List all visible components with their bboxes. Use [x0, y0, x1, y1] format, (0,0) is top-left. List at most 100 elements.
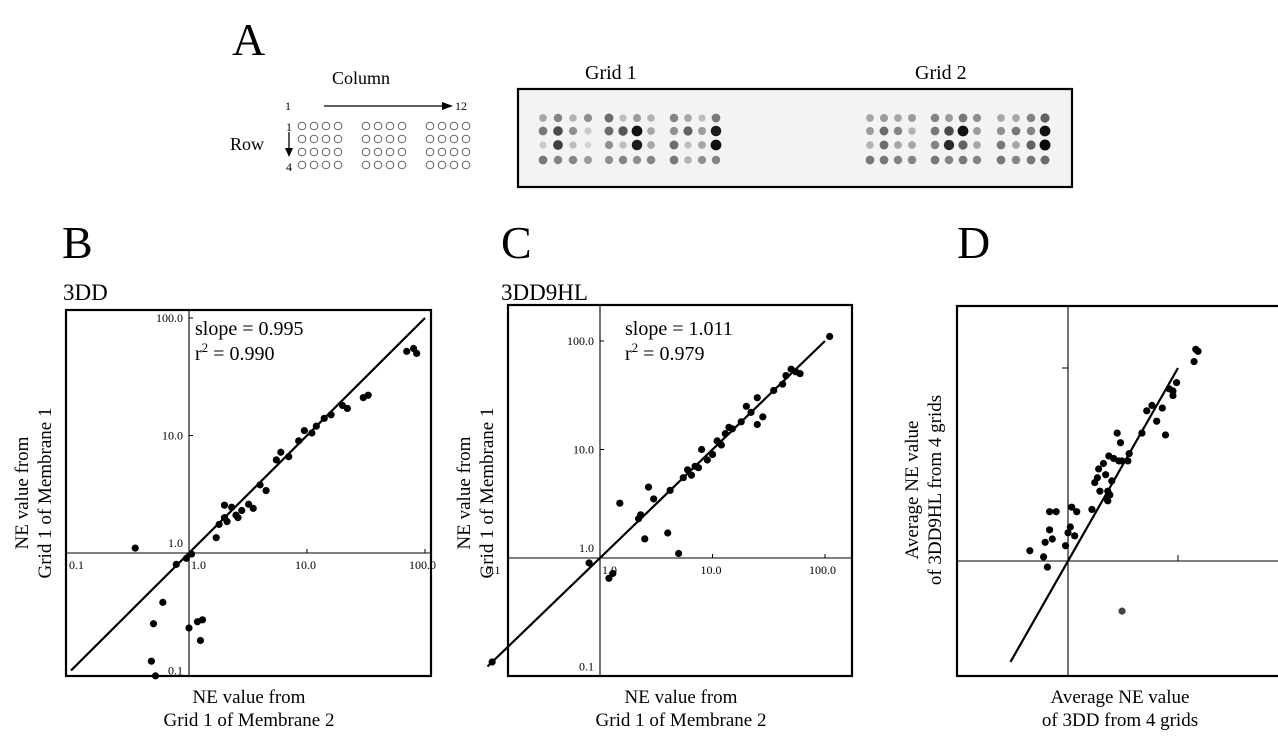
grid1-spot	[619, 114, 627, 122]
schematic-spot	[373, 134, 383, 144]
grid2-spot	[1039, 139, 1051, 151]
panel-d-xlabel-line1: Average NE value	[1051, 687, 1190, 708]
panel-c: C 3DD9HL slope = 1.011 r2 = 0.979 0.1 1.0…	[454, 217, 854, 731]
schematic-spot	[321, 121, 331, 131]
panel-b-fit-line	[70, 317, 426, 672]
grid1-spot	[553, 126, 563, 136]
grid2-spot	[972, 113, 982, 123]
grid2-spot	[866, 141, 874, 149]
grid2-spot	[879, 155, 889, 165]
panel-c-data-point	[708, 450, 717, 459]
grid2-spot	[957, 125, 969, 137]
panel-c-data-point	[616, 499, 624, 507]
panel-label-b: B	[62, 217, 93, 268]
panel-c-data-point	[694, 464, 703, 472]
panel-b-data-point	[245, 500, 253, 508]
schematic-grid	[297, 121, 471, 170]
schematic-spot	[449, 147, 459, 157]
schematic-spot	[309, 147, 319, 157]
grid2-spot	[1040, 155, 1050, 165]
grid2-spot	[972, 155, 982, 165]
panel-c-data-point	[759, 413, 767, 421]
panel-c-data-point	[737, 418, 745, 426]
panel-c-x-tick-label: 100.0	[809, 563, 836, 577]
grid2-spot	[996, 140, 1006, 150]
schematic-spot	[425, 160, 435, 170]
panel-c-data-point	[641, 535, 649, 543]
column-arrow-head	[442, 102, 453, 110]
schematic-spot	[449, 134, 459, 144]
grid2-spot	[944, 113, 954, 123]
panel-b-data-point	[277, 448, 285, 456]
grid2-spot	[973, 141, 981, 149]
schematic-spot	[397, 160, 407, 170]
grid2-spot	[893, 155, 903, 165]
panel-b-data-point	[295, 437, 303, 445]
schematic-spot	[321, 147, 331, 157]
panel-b-data-point	[172, 560, 180, 568]
panel-d-data-point	[1116, 439, 1125, 447]
row-number-4: 4	[286, 160, 292, 174]
grid2-spot	[866, 114, 874, 122]
grid2-spot	[865, 155, 875, 165]
panel-label-c: C	[501, 217, 532, 268]
grid1-spot	[569, 114, 577, 122]
panel-c-data-point	[687, 471, 696, 479]
grid1-spot	[647, 141, 655, 149]
panel-c-xlabel-line2: Grid 1 of Membrane 2	[596, 710, 767, 731]
grid1-spot	[618, 126, 628, 136]
panel-b-xlabel-line2: Grid 1 of Membrane 2	[164, 710, 335, 731]
panel-c-y-tick-label: 0.1	[579, 660, 594, 674]
grid2-spot	[1026, 126, 1036, 136]
grid1-spot	[584, 127, 592, 135]
grid1-spot	[646, 155, 656, 165]
schematic-spot	[361, 121, 371, 131]
schematic-spot	[437, 134, 447, 144]
grid1-spot	[711, 113, 721, 123]
panel-d-data-point	[1095, 465, 1103, 473]
panel-d-data-point	[1190, 357, 1198, 366]
grid2-spot	[907, 155, 917, 165]
grid2-spot	[879, 140, 889, 150]
grid2-spot	[907, 113, 917, 123]
grid1-spot	[538, 155, 548, 165]
panel-b-data-point	[320, 414, 328, 422]
grid1-spot	[604, 113, 614, 123]
schematic-spot	[361, 147, 371, 157]
grid1-spot	[710, 125, 722, 137]
grid2-spot	[996, 126, 1006, 136]
grid2-spot	[879, 113, 889, 123]
panel-c-data-point	[609, 569, 617, 578]
panel-b-data-point	[413, 349, 421, 357]
panel-b-data-point	[187, 550, 196, 558]
column-end-number: 12	[455, 99, 467, 113]
panel-b-x-tick-label: 1.0	[191, 558, 206, 572]
panel-b-data-point	[364, 391, 372, 399]
panel-d-data-point	[1071, 532, 1079, 540]
panel-c-data-point	[753, 394, 761, 402]
grid1-spot	[569, 141, 577, 149]
panel-c-xlabel-line1: NE value from	[625, 687, 738, 708]
panel-b-data-point	[249, 504, 257, 512]
panel-b-data-point	[151, 672, 160, 680]
panel-b-data-point	[343, 404, 352, 413]
panel-c-data-point	[779, 380, 787, 388]
panel-c-data-point	[488, 658, 496, 666]
panel-b-y-tick-label: 0.1	[168, 664, 183, 678]
grid2-title: Grid 2	[915, 62, 967, 84]
panel-d-data-point	[1043, 563, 1052, 571]
panel-d-data-point	[1064, 529, 1072, 537]
panel-d-data-point	[1026, 547, 1034, 555]
panel-c-data-point	[742, 402, 750, 410]
schematic-spot	[397, 121, 407, 131]
panel-b-data-point	[182, 554, 190, 562]
schematic-spot	[361, 160, 371, 170]
panel-b-r2: r2 = 0.990	[195, 340, 274, 365]
panel-c-data-point	[666, 486, 674, 494]
grid2-spot	[944, 126, 954, 136]
panel-d-data-point	[1096, 487, 1104, 495]
grid1-spot	[698, 141, 706, 149]
grid2-spot	[943, 139, 955, 151]
row-arrow-head	[285, 148, 293, 157]
panel-d-data-point	[1143, 407, 1151, 415]
